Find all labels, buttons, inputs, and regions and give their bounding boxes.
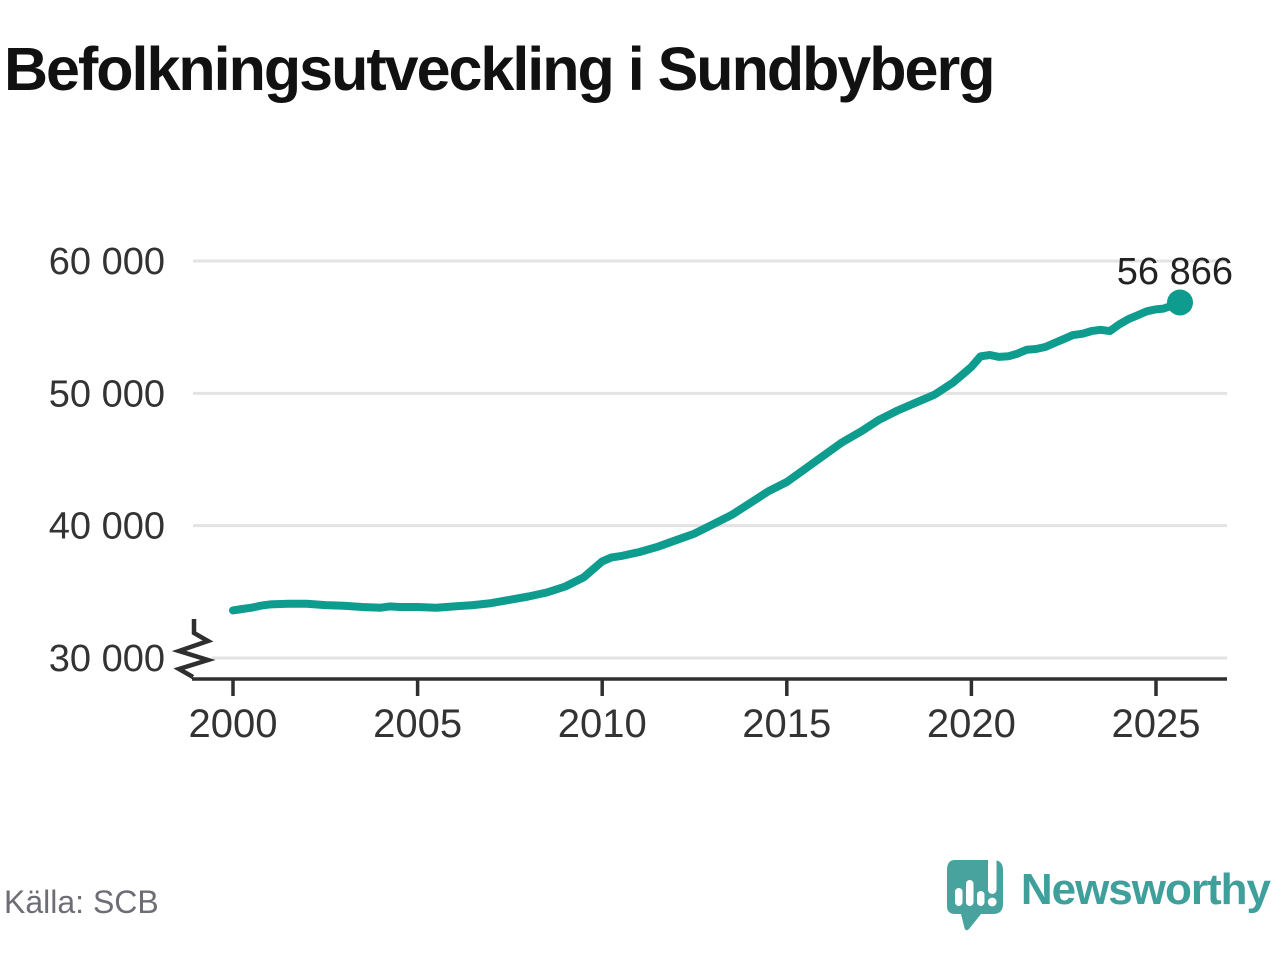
y-axis-tick-label: 40 000 <box>49 506 165 548</box>
newsworthy-wordmark: Newsworthy <box>1020 865 1271 914</box>
source-note: Källa: SCB <box>4 884 159 920</box>
x-axis-tick-label: 2010 <box>558 702 647 746</box>
last-point-marker <box>1166 289 1193 316</box>
x-axis-tick-label: 2025 <box>1112 702 1201 746</box>
y-axis-break-icon <box>171 619 216 679</box>
population-line-chart: 30 000 40 000 50 000 60 000 2000 2005 2010 2015… <box>49 241 1233 746</box>
population-series-line <box>229 298 1184 615</box>
newsworthy-logo: Newsworthy <box>945 858 1271 932</box>
newsworthy-bubble-icon <box>946 858 1003 931</box>
x-axis-tick-label: 2000 <box>189 702 278 746</box>
x-axis-tick-label: 2015 <box>742 702 831 746</box>
page-title: Befolkningsutveckling i Sundbyberg <box>4 35 995 103</box>
x-axis-tick-label: 2005 <box>373 702 462 746</box>
x-axis-tick-label: 2020 <box>927 702 1016 746</box>
y-axis-tick-label: 30 000 <box>49 638 165 680</box>
y-axis-tick-label: 50 000 <box>49 373 165 415</box>
y-axis-tick-label: 60 000 <box>49 241 165 283</box>
last-value-label: 56 866 <box>1117 251 1233 293</box>
